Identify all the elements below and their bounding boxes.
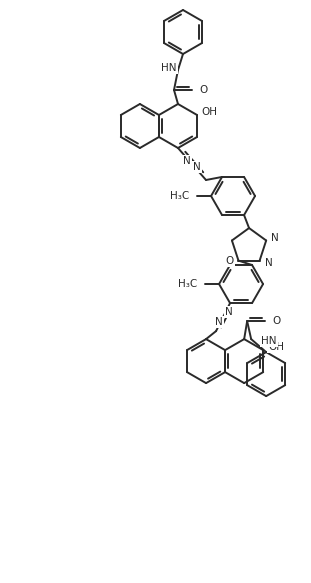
Text: N: N (193, 162, 201, 172)
Text: N: N (271, 233, 279, 244)
Text: HN: HN (161, 63, 177, 73)
Text: O: O (225, 255, 234, 266)
Text: OH: OH (201, 107, 217, 117)
Text: O: O (272, 316, 281, 326)
Text: N: N (215, 317, 223, 327)
Text: H₃C: H₃C (170, 191, 189, 201)
Text: N: N (265, 258, 272, 268)
Text: HN: HN (261, 336, 277, 346)
Text: N: N (225, 307, 233, 317)
Text: H₃C: H₃C (178, 279, 197, 289)
Text: N: N (183, 156, 191, 166)
Text: OH: OH (268, 342, 284, 352)
Text: O: O (199, 85, 207, 95)
